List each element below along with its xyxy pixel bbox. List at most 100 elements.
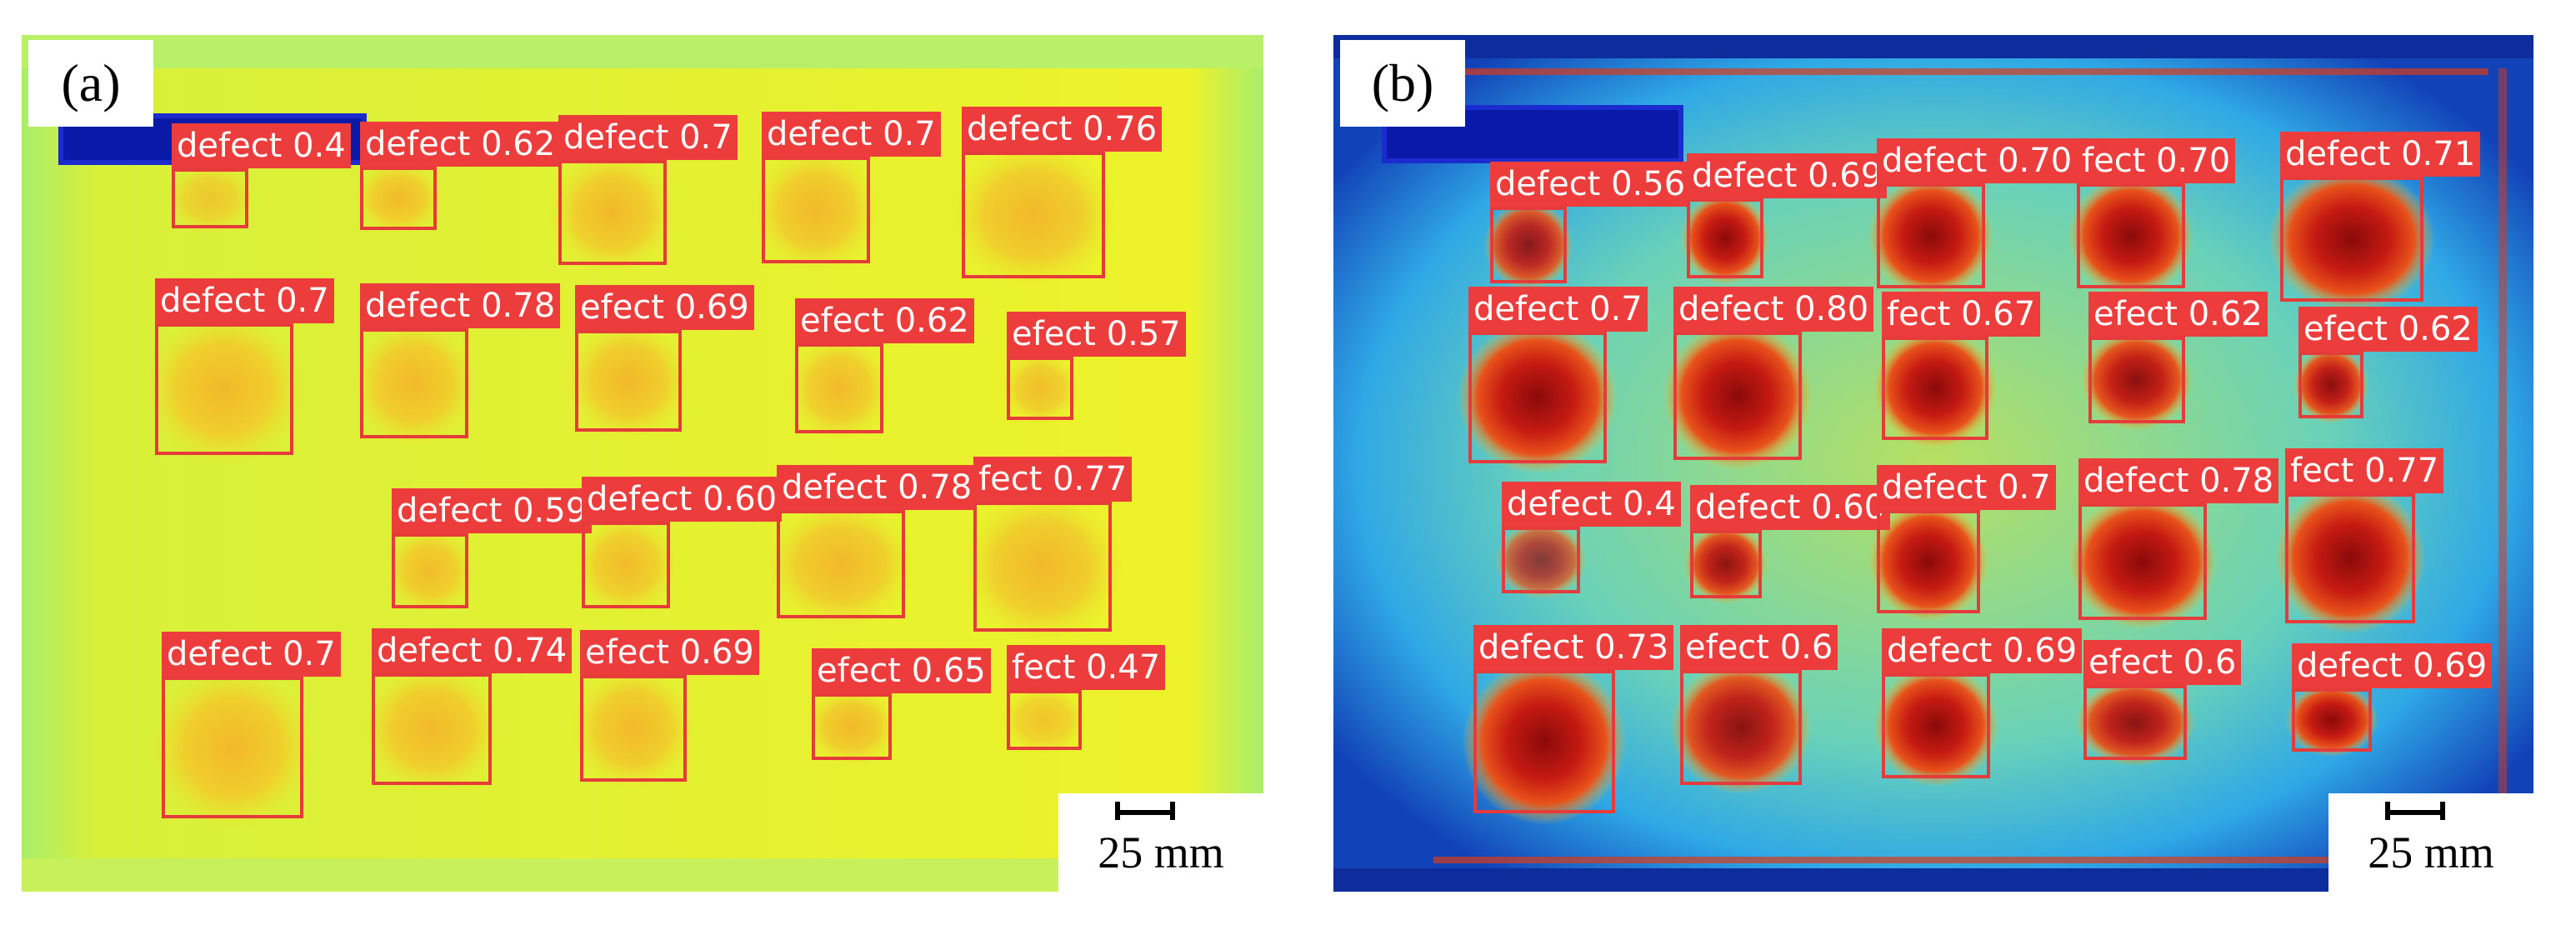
detection-label: fect 0.47 bbox=[1007, 645, 1166, 690]
heat-spot bbox=[1663, 321, 1813, 471]
heat-spot bbox=[549, 151, 676, 274]
detection-box bbox=[1687, 198, 1763, 278]
defect-detection: defect 0.7 bbox=[558, 115, 738, 265]
heat-spot bbox=[566, 322, 691, 440]
defect-detection: efect 0.6 bbox=[1680, 625, 1838, 785]
detection-label: defect 0.71 bbox=[2280, 132, 2481, 177]
heat-spot bbox=[362, 664, 502, 794]
defect-detection: defect 0.7 bbox=[1877, 465, 2056, 613]
detection-label: defect 0.69 bbox=[1687, 153, 1888, 198]
detection-box bbox=[558, 160, 667, 265]
detection-box bbox=[392, 533, 468, 608]
defect-detection: defect 0.69 bbox=[2292, 643, 2493, 752]
detection-box bbox=[2285, 493, 2415, 623]
heat-spot bbox=[353, 161, 443, 236]
heat-spot bbox=[788, 336, 891, 441]
detection-box bbox=[1007, 690, 1082, 750]
detection-label: defect 0.60 bbox=[582, 477, 783, 522]
scale-bar-label: 25 mm bbox=[1098, 828, 1224, 878]
heat-spot bbox=[1001, 351, 1079, 426]
defect-detection: defect 0.62 bbox=[360, 122, 561, 230]
heat-spot bbox=[950, 141, 1117, 289]
heat-spot bbox=[2080, 329, 2193, 431]
detection-box bbox=[1877, 183, 1985, 288]
detection-label: efect 0.69 bbox=[575, 285, 754, 330]
defect-detection: efect 0.62 bbox=[2088, 292, 2268, 423]
heat-spot bbox=[2068, 174, 2194, 298]
detection-box bbox=[2078, 503, 2207, 620]
detection-box bbox=[1468, 332, 1607, 463]
detection-box bbox=[162, 677, 303, 818]
detection-box bbox=[1690, 530, 1762, 598]
detection-box bbox=[1502, 527, 1580, 593]
heat-spot bbox=[574, 514, 678, 616]
panel-label: (b) bbox=[1340, 40, 1465, 127]
detection-label: defect 0.4 bbox=[1502, 482, 1681, 527]
detection-box bbox=[962, 152, 1105, 278]
detection-label: defect 0.59 bbox=[392, 488, 593, 533]
detection-box bbox=[155, 323, 293, 455]
detection-label: defect 0.56 bbox=[1490, 162, 1691, 207]
heat-spot bbox=[1680, 192, 1770, 285]
heat-spot bbox=[2285, 682, 2378, 758]
detection-label: efect 0.57 bbox=[1007, 312, 1186, 357]
detection-box bbox=[2083, 685, 2187, 760]
defect-detection: efect 0.6 bbox=[2083, 640, 2242, 760]
defect-detection: efect 0.69 bbox=[575, 285, 754, 432]
detection-label: defect 0.74 bbox=[372, 628, 573, 673]
detection-label: efect 0.62 bbox=[2298, 307, 2478, 352]
defect-detection: fect 0.67 bbox=[1882, 292, 2041, 440]
defect-detection: defect 0.78 bbox=[360, 283, 561, 438]
defect-detection: defect 0.59 bbox=[392, 488, 593, 608]
defect-detection: defect 0.7 bbox=[762, 112, 941, 263]
detection-box bbox=[973, 502, 1112, 632]
detection-box bbox=[580, 675, 687, 782]
detection-box bbox=[762, 157, 870, 263]
defect-detection: defect 0.7 bbox=[1468, 287, 1648, 463]
detection-label: fect 0.67 bbox=[1882, 292, 2041, 337]
detection-box bbox=[1473, 670, 1615, 813]
heat-spot bbox=[1684, 524, 1768, 604]
heat-spot bbox=[2274, 482, 2426, 634]
heat-spot bbox=[1000, 685, 1088, 755]
defect-detection: fect 0.70 bbox=[2077, 138, 2236, 288]
heat-spot bbox=[2293, 346, 2369, 424]
defect-detection: efect 0.62 bbox=[2298, 307, 2478, 418]
detection-label: fect 0.70 bbox=[2077, 138, 2236, 183]
detection-label: efect 0.62 bbox=[795, 298, 974, 343]
defect-detection: defect 0.78 bbox=[777, 465, 978, 618]
panel-label: (a) bbox=[28, 40, 153, 127]
detection-box bbox=[2298, 352, 2363, 418]
heat-spot bbox=[571, 666, 696, 791]
heat-spot bbox=[1457, 321, 1618, 474]
heat-spot bbox=[962, 491, 1123, 642]
detection-label: efect 0.69 bbox=[580, 630, 759, 675]
detection-label: defect 0.73 bbox=[1473, 625, 1674, 670]
detection-box bbox=[2292, 688, 2372, 752]
scale-bar-label: 25 mm bbox=[2368, 828, 2494, 878]
detection-label: defect 0.7 bbox=[1877, 465, 2056, 510]
scale-bar: 25 mm bbox=[1058, 793, 1263, 892]
detection-box bbox=[1680, 670, 1802, 785]
detection-label: efect 0.62 bbox=[2088, 292, 2268, 337]
defect-detection: defect 0.60 bbox=[582, 477, 783, 608]
detection-label: defect 0.7 bbox=[155, 278, 334, 323]
detection-box bbox=[777, 510, 905, 618]
detection-label: defect 0.69 bbox=[2292, 643, 2493, 688]
defect-detection: defect 0.4 bbox=[172, 123, 351, 228]
detection-label: defect 0.7 bbox=[1468, 287, 1648, 332]
detection-label: defect 0.76 bbox=[962, 107, 1163, 152]
heat-spot bbox=[1462, 658, 1627, 825]
defect-detection: efect 0.69 bbox=[580, 630, 759, 782]
defect-detection: defect 0.4 bbox=[1502, 482, 1681, 593]
detection-box bbox=[1882, 673, 1990, 778]
detection-box bbox=[1673, 332, 1802, 460]
heat-spot bbox=[385, 527, 475, 615]
detection-box bbox=[1490, 207, 1567, 283]
heat-spot bbox=[2068, 493, 2218, 630]
detection-box bbox=[360, 328, 468, 438]
detection-label: defect 0.60 bbox=[1690, 485, 1891, 530]
detection-label: defect 0.4 bbox=[172, 123, 351, 168]
detection-label: defect 0.62 bbox=[360, 122, 561, 167]
defect-detection: defect 0.73 bbox=[1473, 625, 1674, 813]
